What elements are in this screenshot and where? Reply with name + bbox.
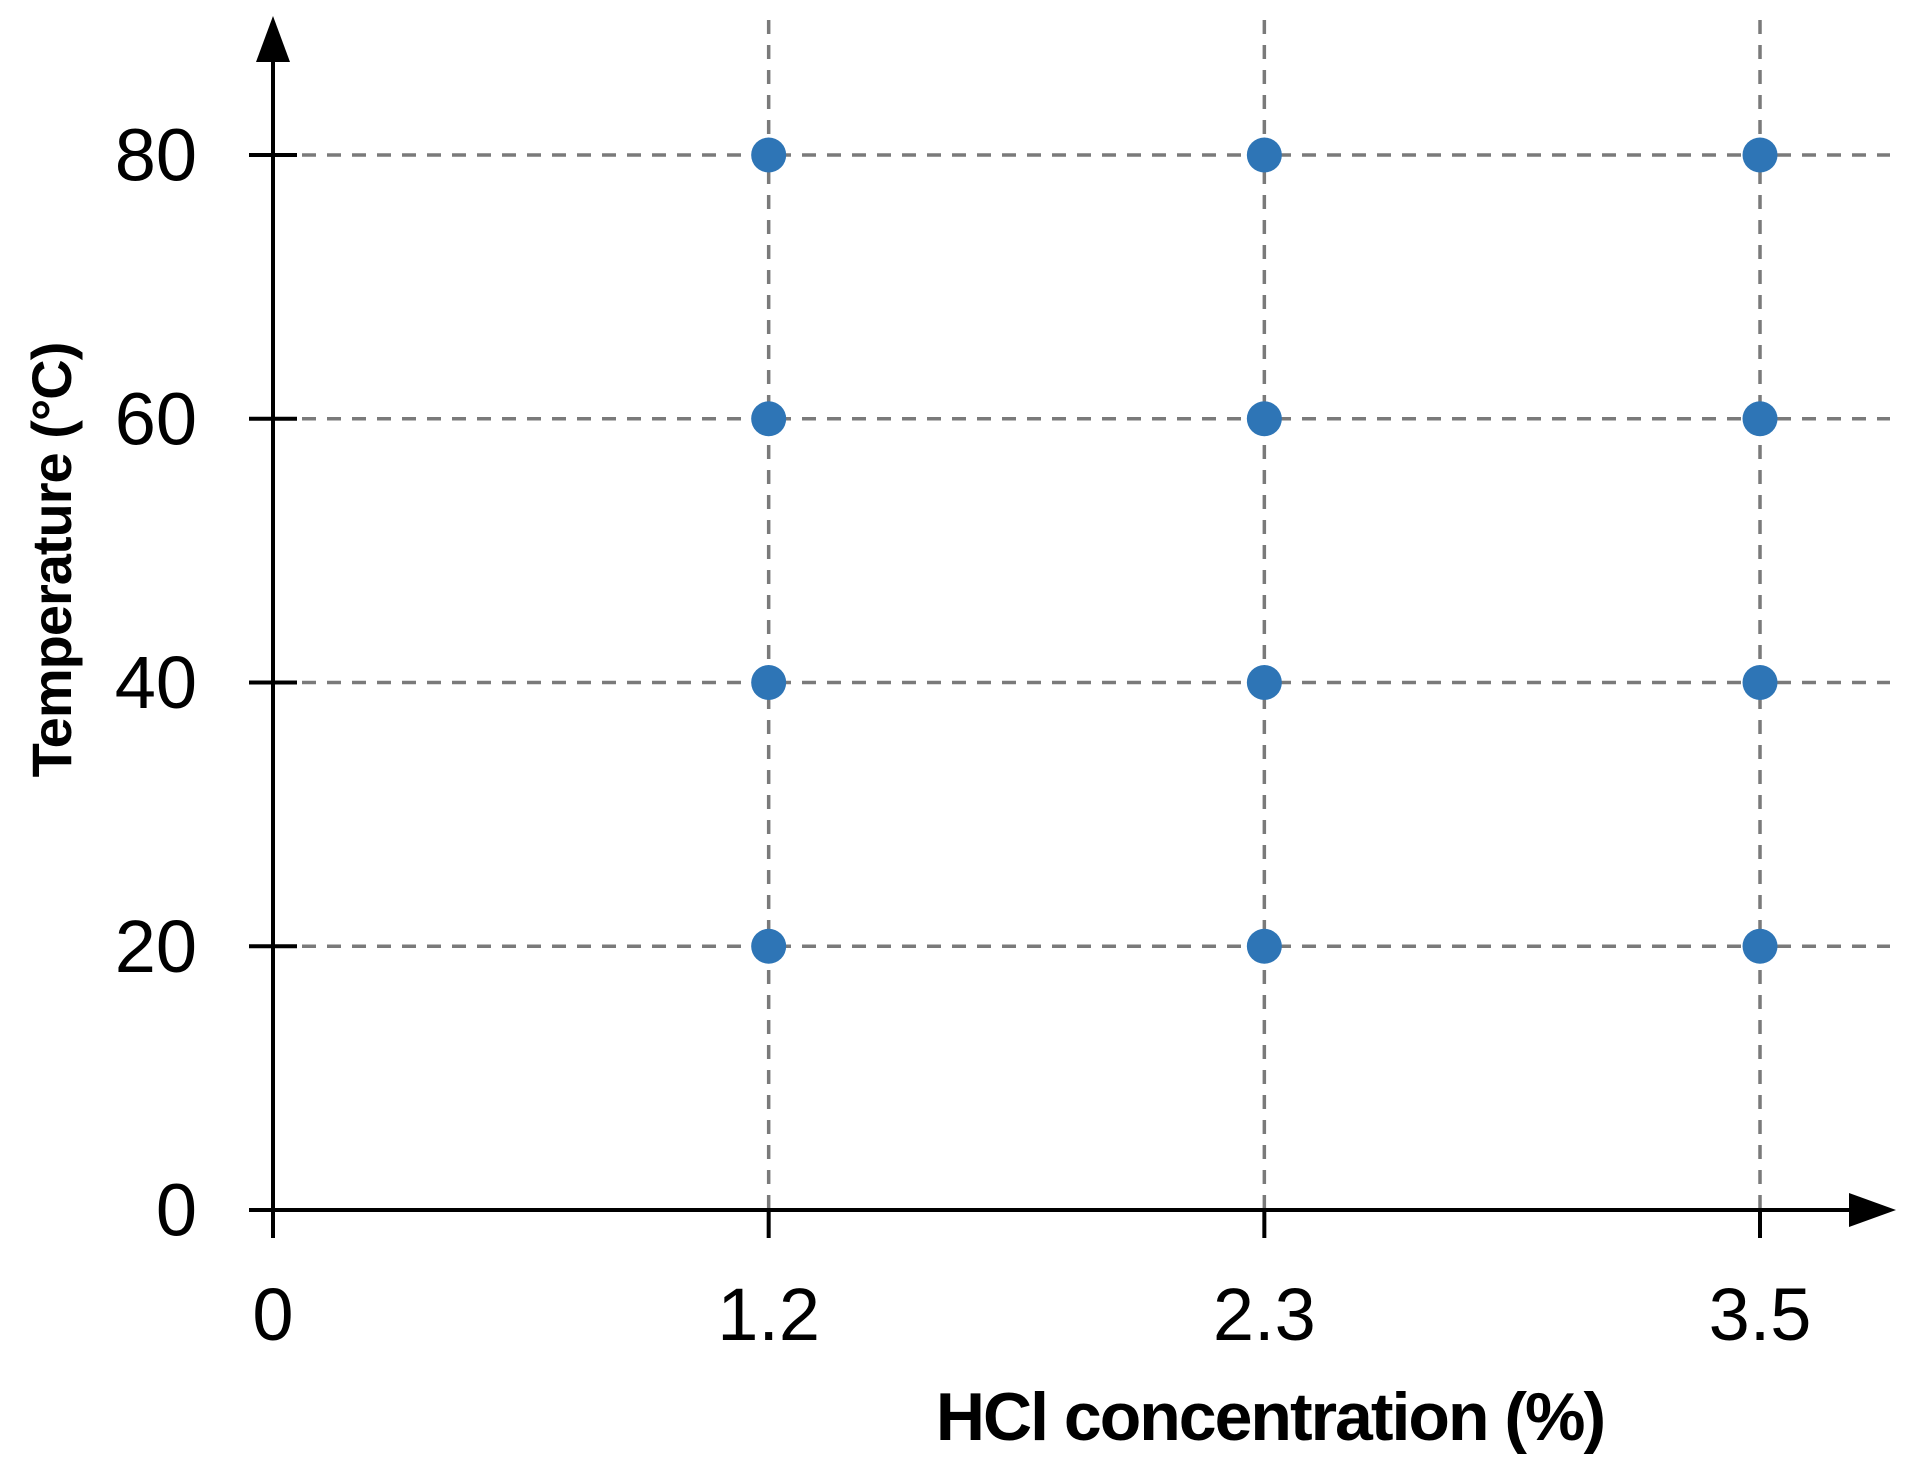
x-axis-tick-label: 3.5 xyxy=(1709,1273,1812,1356)
data-point xyxy=(1742,401,1778,437)
data-point xyxy=(751,401,787,437)
x-axis-title: HCl concentration (%) xyxy=(936,1379,1604,1455)
data-points-layer xyxy=(751,137,1778,964)
y-axis-tick-label: 0 xyxy=(156,1169,197,1252)
data-point xyxy=(751,665,787,700)
x-axis-tick-label: 2.3 xyxy=(1213,1273,1316,1356)
ticks-layer xyxy=(249,153,1763,1238)
data-point xyxy=(1742,665,1778,700)
data-point xyxy=(1246,665,1282,700)
data-point xyxy=(1742,928,1778,964)
data-point xyxy=(1246,928,1282,964)
data-point xyxy=(1742,137,1778,173)
y-axis-tick-label: 20 xyxy=(115,905,197,988)
y-axis-arrowhead-icon xyxy=(256,16,290,62)
x-axis-tick-label: 0 xyxy=(252,1273,293,1356)
tick-labels-layer: 0 20 40 60 80 0 1.2 2.3 3.5 xyxy=(115,114,1812,1357)
y-axis-tick-label: 80 xyxy=(115,114,197,197)
x-axis-tick-label: 1.2 xyxy=(717,1273,820,1356)
axes-layer xyxy=(249,16,1896,1238)
gridlines-layer xyxy=(302,20,1890,1208)
x-axis-arrowhead-icon xyxy=(1849,1193,1896,1227)
data-point xyxy=(751,137,787,173)
y-axis-tick-label: 60 xyxy=(115,377,197,460)
y-axis-tick-label: 40 xyxy=(115,641,197,724)
data-point xyxy=(1246,137,1282,173)
y-axis-title: Temperature (°C) xyxy=(20,343,83,778)
data-point xyxy=(751,928,787,964)
data-point xyxy=(1246,401,1282,437)
